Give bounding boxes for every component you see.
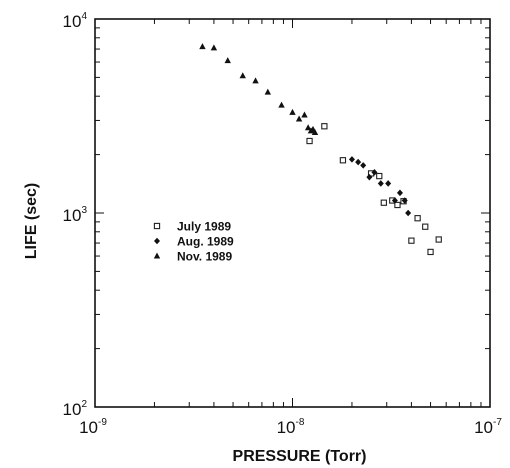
data-point xyxy=(414,215,421,222)
data-point xyxy=(385,180,392,187)
x-tick-label: 10-9 xyxy=(79,417,107,437)
data-point xyxy=(210,44,218,51)
data-point xyxy=(239,72,246,79)
data-point xyxy=(321,123,328,130)
plot-frame xyxy=(94,18,491,408)
tick-labels: 10-9 10-8 10-7 102 103 104 xyxy=(63,11,503,437)
data-point xyxy=(394,201,401,209)
data-point xyxy=(422,223,429,230)
x-tick-label: 10-7 xyxy=(474,417,502,437)
legend-marker xyxy=(154,237,160,245)
data-point xyxy=(224,57,231,64)
data-point xyxy=(295,115,303,122)
axis-ticks xyxy=(94,19,490,408)
x-tick-label: 10-8 xyxy=(277,417,305,437)
data-point xyxy=(377,180,384,187)
data-point xyxy=(427,248,434,256)
data-point xyxy=(304,124,312,131)
data-point xyxy=(355,158,362,166)
data-point xyxy=(391,197,398,204)
data-point xyxy=(376,172,383,180)
y-tick-label: 104 xyxy=(63,11,88,31)
data-point xyxy=(366,173,373,181)
data-point xyxy=(371,169,378,176)
data-point xyxy=(380,199,387,206)
legend-entry: July 1989 xyxy=(177,220,231,234)
data-point xyxy=(348,156,355,163)
data-point xyxy=(408,237,415,244)
data-point xyxy=(289,108,296,115)
data-point xyxy=(311,128,319,135)
data-point xyxy=(301,111,308,118)
data-point xyxy=(278,101,285,108)
x-axis-label: PRESSURE (Torr) xyxy=(233,448,367,465)
data-point xyxy=(199,43,206,50)
data-point xyxy=(405,209,412,217)
data-point xyxy=(339,157,347,164)
series-1 xyxy=(306,123,442,256)
data-point xyxy=(252,77,259,84)
data-point xyxy=(435,236,442,243)
y-tick-label: 102 xyxy=(63,399,88,419)
series-2 xyxy=(348,156,412,217)
y-tick-label: 103 xyxy=(63,205,88,225)
data-points xyxy=(199,43,442,256)
y-axis-label: LIFE (sec) xyxy=(23,183,40,259)
data-point xyxy=(401,197,408,204)
legend-marker xyxy=(153,222,161,230)
data-point xyxy=(264,88,272,95)
legend-marker xyxy=(153,252,161,259)
data-point xyxy=(360,162,367,169)
legend-entry: Aug. 1989 xyxy=(177,235,234,249)
series-3 xyxy=(199,43,319,135)
legend-entry: Nov. 1989 xyxy=(177,250,232,264)
data-point xyxy=(396,189,403,197)
data-point xyxy=(306,137,313,145)
